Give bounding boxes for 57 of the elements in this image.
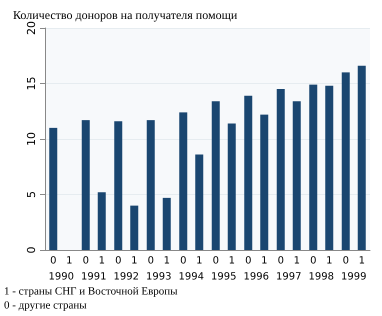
text: 1 (326, 256, 332, 266)
bar (325, 86, 334, 250)
bar (49, 128, 58, 250)
x-tick-label: 1997 (276, 272, 302, 282)
text: 1 (66, 256, 72, 266)
text: 0 (245, 256, 252, 266)
bar (260, 114, 268, 250)
bar (358, 66, 366, 250)
bar (114, 121, 122, 250)
y-tick-label: 0 (25, 246, 38, 254)
text: 0 (82, 256, 89, 266)
x-tick-label: 1995 (211, 272, 236, 282)
text: 1 (294, 256, 300, 266)
text: 1 (131, 256, 138, 266)
bar (82, 120, 90, 250)
x-tick-label: 1996 (244, 272, 269, 282)
text: 1 (358, 256, 365, 266)
text: 0 (212, 256, 219, 266)
text: 1 (228, 256, 235, 266)
text: 1 (196, 256, 202, 266)
bar (146, 120, 155, 250)
text: 0 (342, 256, 349, 266)
x-tick-label: 1998 (308, 272, 334, 282)
bar (195, 154, 204, 250)
text: 1 - страны СНГ и Восточной Европы (4, 286, 178, 298)
text: 1 (164, 256, 170, 266)
series-label: 1 (98, 256, 105, 266)
chart-title: Количество доноров на получателя помощи (13, 8, 238, 22)
bar (228, 123, 236, 250)
bar (244, 96, 252, 250)
bar (309, 84, 318, 250)
text: 0 - другие страны (4, 300, 88, 312)
bar (98, 192, 106, 250)
y-tick-label: 15 (25, 76, 38, 90)
x-tick-label: 1993 (146, 272, 172, 282)
bar (276, 89, 285, 250)
y-tick-label: 10 (25, 132, 38, 146)
bar (130, 206, 138, 250)
bar (342, 72, 350, 250)
y-tick-label: 5 (25, 191, 38, 198)
bar (212, 101, 220, 250)
x-tick-label: 1999 (341, 272, 366, 282)
series-label: 0 (50, 256, 56, 266)
text: 0 (310, 256, 316, 266)
bar (179, 112, 188, 250)
y-tick-label: 20 (25, 21, 38, 35)
x-tick-label: 1991 (81, 272, 106, 282)
x-tick-label: 1994 (178, 272, 204, 282)
text: 1 (261, 256, 268, 266)
x-tick-label: 1992 (114, 272, 139, 282)
text: 0 (148, 256, 154, 266)
text: 0 (278, 256, 284, 266)
x-tick-label: 1990 (48, 272, 74, 282)
text: 0 (180, 256, 186, 266)
bar (292, 101, 301, 250)
bar (162, 198, 171, 250)
text: 0 (115, 256, 122, 266)
